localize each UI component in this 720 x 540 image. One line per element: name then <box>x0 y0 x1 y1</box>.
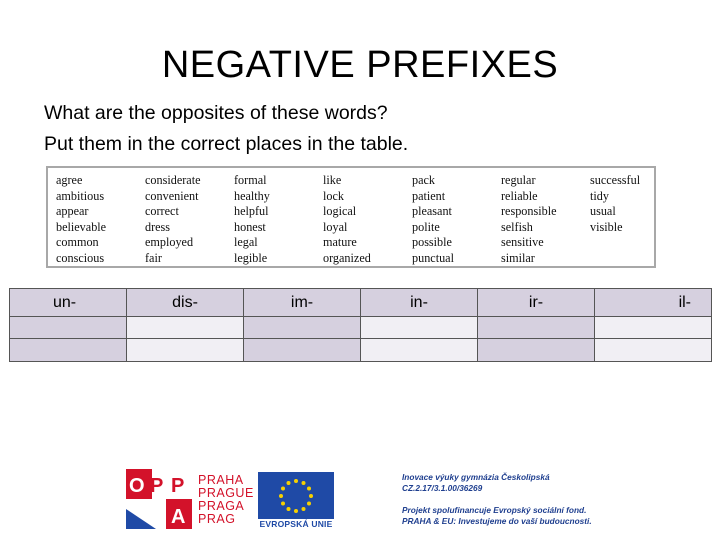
word: helpful <box>234 204 269 219</box>
praha-line: PRAG <box>198 512 236 526</box>
word: legal <box>234 235 258 250</box>
word: sensitive <box>501 235 544 250</box>
table-cell[interactable] <box>594 316 712 339</box>
table-cell[interactable] <box>594 337 712 363</box>
table-row <box>9 316 712 339</box>
eu-flag-icon <box>258 472 334 519</box>
project-line: PRAHA & EU: Investujeme do vaší budoucno… <box>402 516 592 526</box>
project-line: Inovace výuky gymnázia Českolipská <box>402 472 550 482</box>
word: agree <box>56 173 83 187</box>
table-cell[interactable] <box>126 316 244 339</box>
table-row <box>9 337 712 363</box>
word: possible <box>412 235 452 250</box>
word: appear <box>56 204 89 219</box>
opp-letter: A <box>171 506 185 528</box>
word: loyal <box>323 219 348 234</box>
word: employed <box>145 235 194 250</box>
word-column: formal healthy helpful honest legal legi… <box>234 173 270 267</box>
word: conscious <box>56 250 105 265</box>
word: successful <box>590 173 641 187</box>
table-header-cell: un- <box>9 287 127 318</box>
word-column: pack patient pleasant polite possible pu… <box>412 173 454 267</box>
eu-caption: EVROPSKÁ UNIE <box>259 519 333 529</box>
table-header-cell: ir- <box>477 287 595 318</box>
table-cell[interactable] <box>126 337 244 363</box>
word: lock <box>323 188 344 203</box>
table-header-cell: il- <box>594 287 712 318</box>
word: healthy <box>234 188 270 203</box>
praha-line: PRAGA <box>198 499 245 513</box>
opp-letter: P <box>171 475 184 497</box>
word-column: agree ambitious appear believable common… <box>56 173 106 267</box>
project-line: CZ.2.17/3.1.00/36269 <box>402 483 483 493</box>
word: formal <box>234 173 267 187</box>
word: honest <box>234 219 266 234</box>
project-info: Inovace výuky gymnázia Českolipská CZ.2.… <box>402 472 702 527</box>
word-column: successful tidy usual visible <box>590 173 640 235</box>
word: fair <box>145 250 162 265</box>
word: reliable <box>501 188 538 203</box>
table-cell[interactable] <box>360 337 478 363</box>
word: pleasant <box>412 204 452 219</box>
page-title: NEGATIVE PREFIXES <box>161 44 559 86</box>
word: responsible <box>501 204 557 219</box>
opp-letter: P <box>150 475 163 497</box>
praha-line: PRAGUE <box>198 486 254 500</box>
word: believable <box>56 219 107 234</box>
word: logical <box>323 204 357 219</box>
table-cell[interactable] <box>9 316 127 339</box>
word: similar <box>501 250 535 265</box>
word-column: considerate convenient correct dress emp… <box>145 173 201 267</box>
opp-logo: O P P A <box>126 469 192 529</box>
table-header-row: un- dis- im- in- ir- il- <box>9 287 712 318</box>
word: organized <box>323 250 371 265</box>
table-header-cell: in- <box>360 287 478 318</box>
word: usual <box>590 204 616 219</box>
word: common <box>56 235 99 250</box>
opp-letter: O <box>129 475 145 497</box>
word: polite <box>412 219 440 234</box>
prefix-table: un- dis- im- in- ir- il- <box>9 287 712 363</box>
word-column: regular reliable responsible selfish sen… <box>501 173 557 267</box>
word: regular <box>501 173 536 187</box>
table-cell[interactable] <box>9 337 127 363</box>
table-header-cell: im- <box>243 287 361 318</box>
word: correct <box>145 204 179 219</box>
word: convenient <box>145 188 199 203</box>
word-bank: agree ambitious appear believable common… <box>46 166 656 268</box>
table-cell[interactable] <box>477 337 595 363</box>
eu-logo: EVROPSKÁ UNIE <box>258 472 334 530</box>
word-column: like lock logical loyal mature organized <box>323 173 371 267</box>
word: mature <box>323 235 357 250</box>
word: pack <box>412 173 436 187</box>
word: tidy <box>590 188 609 203</box>
instruction-line: What are the opposites of these words? <box>44 102 388 124</box>
instruction-line: Put them in the correct places in the ta… <box>44 133 409 155</box>
word: patient <box>412 188 446 203</box>
table-cell[interactable] <box>243 316 361 339</box>
table-cell[interactable] <box>243 337 361 363</box>
word: dress <box>145 219 171 234</box>
word: punctual <box>412 250 454 265</box>
word: considerate <box>145 173 201 187</box>
praha-logo: PRAHA PRAGUE PRAGA PRAG <box>198 474 254 526</box>
word: selfish <box>501 219 533 234</box>
table-cell[interactable] <box>360 316 478 339</box>
project-line: Projekt spolufinancuje Evropský sociální… <box>402 505 587 515</box>
instructions: What are the opposites of these words? P… <box>44 98 408 160</box>
table-header-cell: dis- <box>126 287 244 318</box>
word: legible <box>234 250 268 265</box>
word: like <box>323 173 342 187</box>
praha-line: PRAHA <box>198 473 244 487</box>
word: visible <box>590 219 623 234</box>
word: ambitious <box>56 188 105 203</box>
table-cell[interactable] <box>477 316 595 339</box>
